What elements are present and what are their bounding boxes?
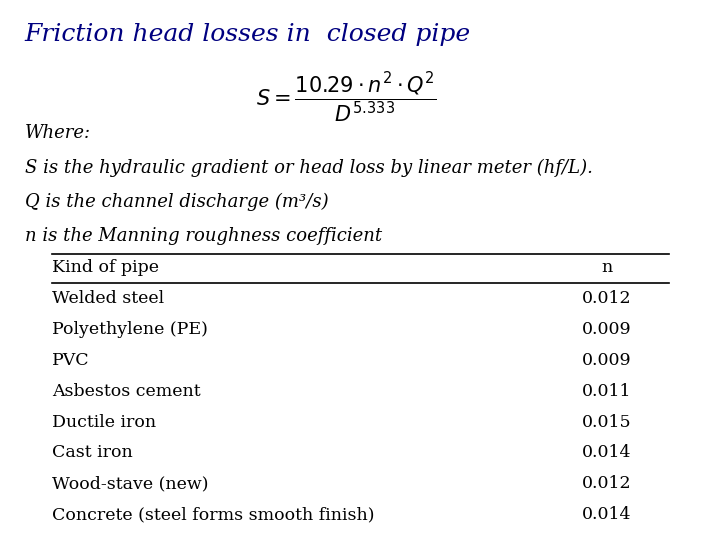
Text: Where:: Where: <box>24 124 91 142</box>
Text: Cast iron: Cast iron <box>52 444 133 461</box>
Text: 0.009: 0.009 <box>582 352 632 369</box>
Text: 0.012: 0.012 <box>582 290 632 307</box>
Text: Kind of pipe: Kind of pipe <box>52 259 159 276</box>
Text: 0.014: 0.014 <box>582 506 631 523</box>
Text: Welded steel: Welded steel <box>52 290 164 307</box>
Text: Ductile iron: Ductile iron <box>52 414 156 430</box>
Text: Asbestos cement: Asbestos cement <box>52 383 201 400</box>
Text: Q is the channel discharge (m³/s): Q is the channel discharge (m³/s) <box>24 193 328 211</box>
Text: 0.009: 0.009 <box>582 321 632 338</box>
Text: 0.015: 0.015 <box>582 414 632 430</box>
Text: n: n <box>601 259 613 276</box>
Text: Friction head losses in  closed pipe: Friction head losses in closed pipe <box>24 23 471 46</box>
Text: S is the hydraulic gradient or head loss by linear meter (hf/L).: S is the hydraulic gradient or head loss… <box>24 158 593 177</box>
Text: Polyethylene (PE): Polyethylene (PE) <box>52 321 208 338</box>
Text: 0.014: 0.014 <box>582 444 631 461</box>
Text: 0.012: 0.012 <box>582 475 632 492</box>
Text: PVC: PVC <box>52 352 90 369</box>
Text: Wood-stave (new): Wood-stave (new) <box>52 475 209 492</box>
Text: $S = \dfrac{10.29 \cdot n^2 \cdot Q^2}{D^{5.333}}$: $S = \dfrac{10.29 \cdot n^2 \cdot Q^2}{D… <box>256 71 437 125</box>
Text: 0.011: 0.011 <box>582 383 631 400</box>
Text: Concrete (steel forms smooth finish): Concrete (steel forms smooth finish) <box>52 506 374 523</box>
Text: n is the Manning roughness coefficient: n is the Manning roughness coefficient <box>24 227 382 246</box>
